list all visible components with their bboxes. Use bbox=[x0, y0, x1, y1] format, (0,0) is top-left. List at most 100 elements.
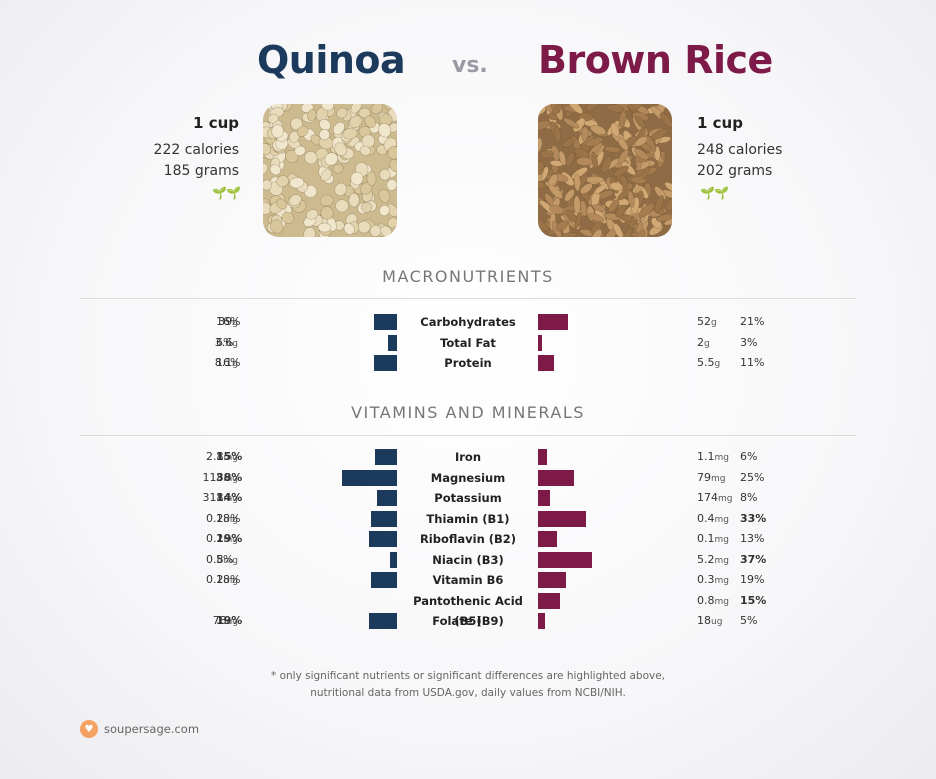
grain bbox=[554, 125, 561, 143]
amount-value: 0.3 bbox=[697, 573, 715, 586]
grain bbox=[617, 188, 632, 201]
grain bbox=[319, 118, 331, 131]
amount-unit: ug bbox=[226, 617, 238, 627]
amount-unit: mg bbox=[223, 473, 238, 484]
grain bbox=[586, 175, 605, 184]
grain bbox=[633, 148, 649, 160]
amount-value: 2 bbox=[697, 335, 704, 349]
grain bbox=[317, 222, 332, 233]
right-percent: 3% bbox=[740, 335, 758, 349]
right-percent: 25% bbox=[740, 470, 765, 484]
grain bbox=[276, 198, 288, 210]
right-amount: 79mg bbox=[697, 468, 725, 489]
grain bbox=[573, 195, 581, 214]
left-percent: 14% bbox=[216, 491, 243, 504]
amount-unit: g bbox=[232, 359, 238, 369]
grain bbox=[290, 117, 303, 130]
grain bbox=[607, 104, 625, 113]
left-percent: 15% bbox=[216, 450, 243, 463]
brand[interactable]: ♥ soupersage.com bbox=[80, 720, 199, 738]
grain bbox=[296, 125, 309, 137]
left-bar bbox=[373, 314, 397, 330]
grain bbox=[303, 226, 316, 237]
grain bbox=[651, 128, 669, 140]
right-amount: 52g bbox=[697, 312, 717, 333]
amount-unit: g bbox=[714, 359, 721, 369]
grain bbox=[601, 156, 612, 174]
brand-name: soupersage.com bbox=[104, 722, 200, 736]
grain bbox=[366, 171, 377, 186]
grain bbox=[627, 190, 635, 208]
amount-unit: mg bbox=[711, 473, 726, 484]
amount-unit: ug bbox=[711, 617, 723, 627]
amount-value: 18 bbox=[697, 614, 711, 627]
amount-value: 3.6 bbox=[214, 335, 233, 349]
grain bbox=[378, 188, 391, 203]
grain bbox=[332, 163, 344, 174]
grain bbox=[335, 199, 349, 213]
left-amount: 118mg bbox=[203, 468, 238, 489]
brown-rice-image bbox=[538, 104, 672, 237]
nutrient-label: Potassium bbox=[434, 491, 502, 505]
left-percent: 18% bbox=[216, 573, 241, 586]
grain bbox=[288, 194, 302, 206]
grain bbox=[319, 194, 334, 207]
grain bbox=[634, 229, 646, 237]
amount-value: 174 bbox=[697, 491, 718, 504]
grain bbox=[538, 217, 550, 232]
grain bbox=[263, 179, 273, 191]
grain bbox=[563, 117, 580, 129]
grain bbox=[634, 116, 647, 129]
grain bbox=[568, 104, 584, 115]
nutrient-label: Iron bbox=[454, 450, 482, 464]
grain bbox=[378, 122, 392, 138]
grain bbox=[654, 195, 664, 213]
right-bar bbox=[538, 510, 586, 527]
right-bar bbox=[538, 551, 592, 568]
left-bar bbox=[370, 572, 397, 588]
amount-unit: g bbox=[704, 338, 710, 349]
grain bbox=[379, 204, 390, 217]
right-percent: 11% bbox=[740, 356, 765, 369]
grain bbox=[615, 204, 627, 218]
left-grams: 185 grams bbox=[163, 163, 239, 179]
amount-unit: mg bbox=[223, 535, 238, 545]
grain bbox=[576, 157, 593, 166]
nutrient-label: Vitamin B6 bbox=[432, 573, 504, 587]
grain bbox=[271, 124, 284, 139]
nutrient-row: 318mg 14% Potassium 174mg 8% bbox=[0, 488, 936, 508]
footnote-line: * only significant nutrients or signific… bbox=[270, 670, 666, 682]
grain bbox=[562, 137, 575, 148]
left-bar bbox=[388, 334, 397, 351]
grain bbox=[343, 223, 355, 235]
right-percent: 6% bbox=[740, 450, 758, 463]
grain bbox=[565, 151, 575, 167]
right-bar bbox=[538, 572, 566, 588]
nutrient-label: Riboflavin (B2) bbox=[419, 532, 517, 546]
amount-value: 0.1 bbox=[697, 532, 715, 545]
grain bbox=[590, 228, 603, 237]
left-bar bbox=[370, 510, 397, 527]
grain bbox=[604, 145, 621, 153]
grain bbox=[551, 104, 563, 115]
amount-unit: mg bbox=[714, 535, 729, 545]
grain bbox=[361, 201, 373, 213]
left-amount: 3.6g bbox=[215, 333, 238, 354]
right-amount: 0.1mg bbox=[697, 529, 729, 550]
grain bbox=[609, 182, 624, 191]
grain bbox=[538, 160, 545, 176]
left-bar bbox=[369, 613, 397, 629]
footnote: * only significant nutrients or signific… bbox=[0, 668, 936, 702]
grain bbox=[342, 127, 358, 140]
amount-unit: mg bbox=[223, 555, 238, 566]
left-bar bbox=[369, 531, 397, 547]
grain bbox=[659, 112, 672, 129]
right-amount: 0.8mg bbox=[697, 591, 729, 612]
grain bbox=[304, 151, 318, 165]
right-amount: 0.3mg bbox=[697, 570, 729, 591]
sprout-icon: 🌱🌱 bbox=[700, 186, 729, 200]
divider bbox=[80, 435, 856, 436]
right-bar bbox=[538, 490, 550, 506]
right-percent: 13% bbox=[740, 532, 765, 545]
grain bbox=[281, 211, 295, 224]
